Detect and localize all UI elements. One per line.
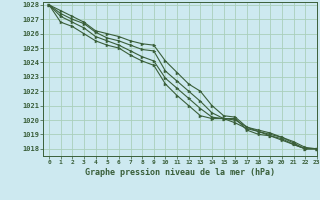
X-axis label: Graphe pression niveau de la mer (hPa): Graphe pression niveau de la mer (hPa) <box>85 168 275 177</box>
